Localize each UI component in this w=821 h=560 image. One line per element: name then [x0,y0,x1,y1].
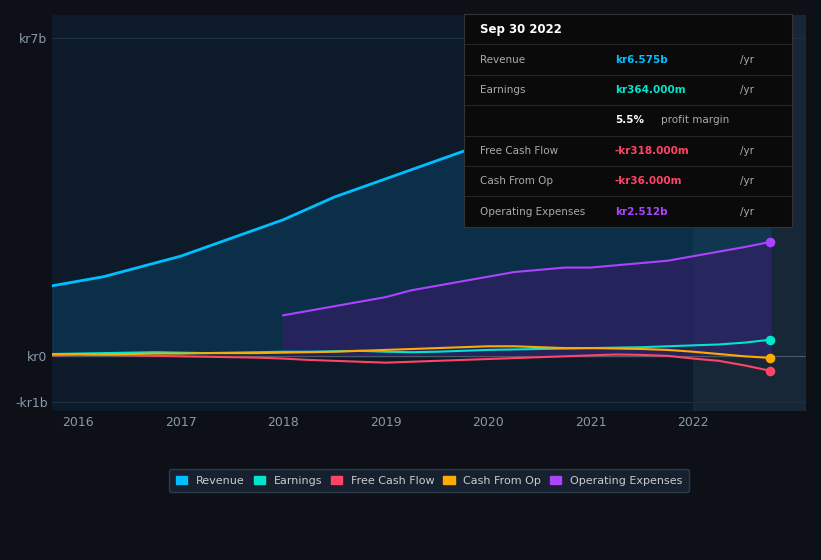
Text: profit margin: profit margin [661,115,729,125]
Text: Revenue: Revenue [480,55,525,64]
Text: kr6.575b: kr6.575b [615,55,667,64]
Point [764,366,777,375]
Legend: Revenue, Earnings, Free Cash Flow, Cash From Op, Operating Expenses: Revenue, Earnings, Free Cash Flow, Cash … [169,469,690,492]
Text: -kr318.000m: -kr318.000m [615,146,690,156]
Text: Sep 30 2022: Sep 30 2022 [480,23,562,36]
Point [764,335,777,344]
Text: /yr: /yr [740,55,754,64]
Text: -kr36.000m: -kr36.000m [615,176,682,186]
Bar [693,15,806,411]
Text: Earnings: Earnings [480,85,525,95]
Point [764,353,777,362]
Text: /yr: /yr [740,85,754,95]
Text: Cash From Op: Cash From Op [480,176,553,186]
Text: Free Cash Flow: Free Cash Flow [480,146,558,156]
Text: /yr: /yr [740,146,754,156]
Text: Operating Expenses: Operating Expenses [480,207,585,217]
Point [764,237,777,246]
Text: 5.5%: 5.5% [615,115,644,125]
Text: /yr: /yr [740,207,754,217]
Text: kr2.512b: kr2.512b [615,207,667,217]
Point [764,53,777,62]
Text: /yr: /yr [740,176,754,186]
Text: kr364.000m: kr364.000m [615,85,686,95]
